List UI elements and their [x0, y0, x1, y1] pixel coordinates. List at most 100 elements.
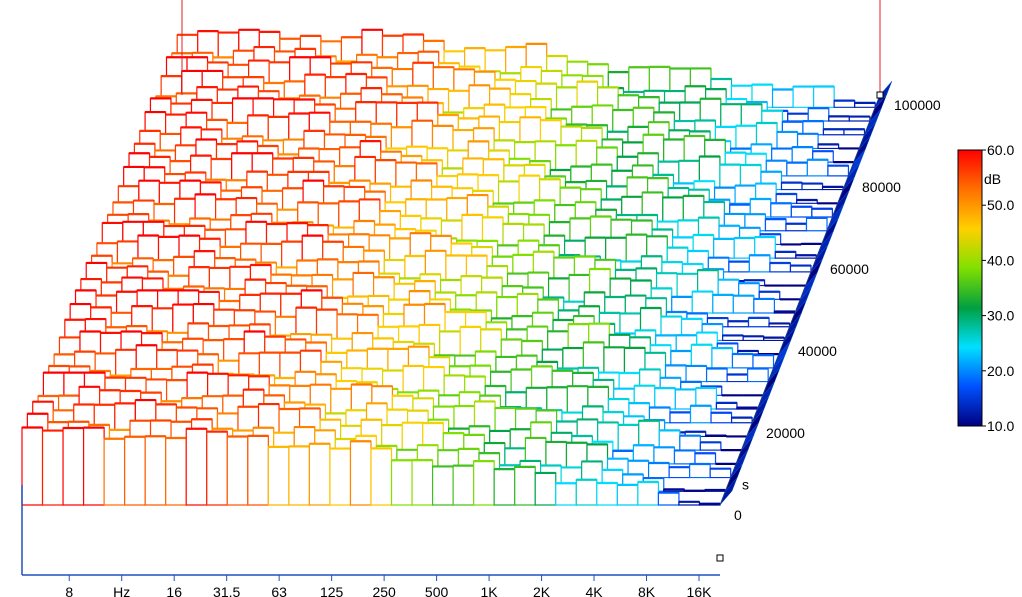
spectrum-bar: [747, 317, 770, 328]
spectrum-bar: [654, 387, 676, 410]
frequency-tick-label: 250: [372, 584, 396, 597]
frequency-tick-label: 8: [65, 584, 73, 597]
spectrum-bar: [370, 447, 393, 506]
axis-end-handle[interactable]: [876, 91, 884, 99]
spectrogram-slices: [21, 28, 876, 506]
time-axis: 0 20000 40000 60000 80000 100000 s: [734, 97, 941, 523]
spectrum-bar: [728, 261, 750, 273]
frequency-tick-label: 2K: [533, 584, 551, 597]
spectrum-bar: [775, 193, 798, 204]
spectrum-bar: [732, 295, 755, 314]
axis-origin-handle[interactable]: [716, 554, 724, 562]
spectrum-bar: [802, 120, 825, 136]
time-tick-label: 80000: [862, 179, 901, 195]
spectrum-bar: [685, 365, 708, 383]
spectrum-bar: [616, 484, 639, 506]
spectrum-bar: [770, 202, 792, 218]
spectrum-bar: [647, 462, 670, 479]
spectrum-bar: [805, 217, 828, 232]
spectrum-bar: [668, 466, 691, 479]
time-unit-label: s: [742, 477, 749, 493]
spectrum-slice: [21, 426, 721, 506]
colorbar-legend: 10.0 20.0 30.0 40.0 50.0 60.0 dB: [940, 140, 1022, 440]
frequency-tick-label: 16K: [687, 584, 713, 597]
spectrum-bar: [705, 367, 728, 383]
spectrum-bar: [711, 347, 734, 369]
frequency-tick-label: 31.5: [213, 584, 240, 597]
time-tick-label: 0: [734, 507, 742, 523]
spectrum-bar: [41, 429, 64, 506]
spectrum-bar: [786, 162, 808, 177]
spectrum-bar: [813, 85, 835, 108]
spectrum-bar: [712, 294, 734, 314]
time-tick-label: 40000: [798, 343, 837, 359]
spectrum-bar: [747, 367, 769, 383]
spectrum-bar: [776, 131, 799, 150]
frequency-axis: 8 Hz 16 31.5 63 125 250 500 1K 2K 4K 8K 16K: [65, 575, 712, 597]
spectrum-bar: [657, 492, 680, 506]
time-tick-label: 20000: [766, 425, 805, 441]
spectrum-bar: [673, 449, 696, 465]
spectrum-bar: [679, 435, 701, 451]
spectrum-bar: [764, 218, 787, 232]
spectrum-bar: [452, 465, 475, 506]
colorbar-gradient: [957, 149, 983, 427]
colorbar-tick-label: 60.0: [987, 142, 1014, 158]
spectrum-bar: [694, 452, 717, 465]
spectrum-bar: [431, 465, 454, 506]
colorbar-ticks: 10.0 20.0 30.0 40.0 50.0 60.0: [982, 142, 1014, 434]
spectrum-bar: [753, 298, 775, 314]
spectrum-bar: [671, 296, 693, 314]
spectrum-bar: [690, 344, 713, 369]
spectrum-bar: [691, 290, 714, 314]
frequency-tick-label: 63: [271, 584, 287, 597]
spectrum-bar: [787, 113, 809, 122]
spectrum-bar: [411, 459, 434, 506]
spectrum-bar: [710, 412, 733, 424]
spectrum-bar: [329, 447, 352, 506]
spectrum-bar: [267, 446, 290, 506]
colorbar-tick-label: 40.0: [987, 252, 1014, 268]
spectrum-bar: [653, 446, 676, 465]
colorbar-tick-label: 10.0: [987, 418, 1014, 434]
frequency-tick-label: 4K: [585, 584, 603, 597]
spectrum-bar: [792, 85, 815, 108]
spectrum-bar: [669, 411, 692, 424]
frequency-tick-label: 16: [166, 584, 182, 597]
frequency-tick-label: 125: [320, 584, 344, 597]
colorbar-tick-label: 20.0: [987, 363, 1014, 379]
time-tick-label: 60000: [830, 261, 869, 277]
spectrum-bar: [165, 437, 187, 506]
spectrum-bar: [790, 206, 813, 218]
spectrum-bar: [103, 438, 126, 506]
spectrum-bar: [807, 107, 830, 122]
spectrum-bar: [349, 440, 372, 506]
spectrum-bar: [811, 208, 833, 218]
spectrum-bar: [771, 88, 794, 108]
spectrum-bar: [752, 354, 775, 369]
spectrum-bar: [206, 430, 228, 506]
spectrum-bar: [144, 435, 167, 506]
spectrum-bar: [699, 441, 722, 451]
spectrum-bar: [689, 463, 711, 479]
colorbar-unit: dB: [984, 171, 1001, 187]
spectrum-bar: [514, 466, 536, 506]
spectrum-bar: [473, 460, 495, 506]
spectrum-bar: [596, 482, 618, 506]
spectrum-bar: [534, 472, 557, 506]
plot-box-frame: [21, 0, 884, 576]
frequency-tick-label: 8K: [638, 584, 656, 597]
spectrum-bar: [713, 238, 735, 259]
time-axis-side-wall: [719, 80, 893, 506]
colorbar-tick-label: 50.0: [987, 197, 1014, 213]
spectrum-bar: [82, 427, 105, 506]
colorbar-tick-label: 30.0: [987, 308, 1014, 324]
spectrum-bar: [288, 445, 311, 506]
spectrum-bar: [769, 262, 792, 273]
spectrum-bar: [21, 426, 44, 506]
spectrum-bar: [308, 443, 331, 506]
spectrum-bar: [493, 468, 516, 506]
spectrum-bar: [185, 428, 208, 506]
spectrum-bar: [748, 254, 771, 273]
